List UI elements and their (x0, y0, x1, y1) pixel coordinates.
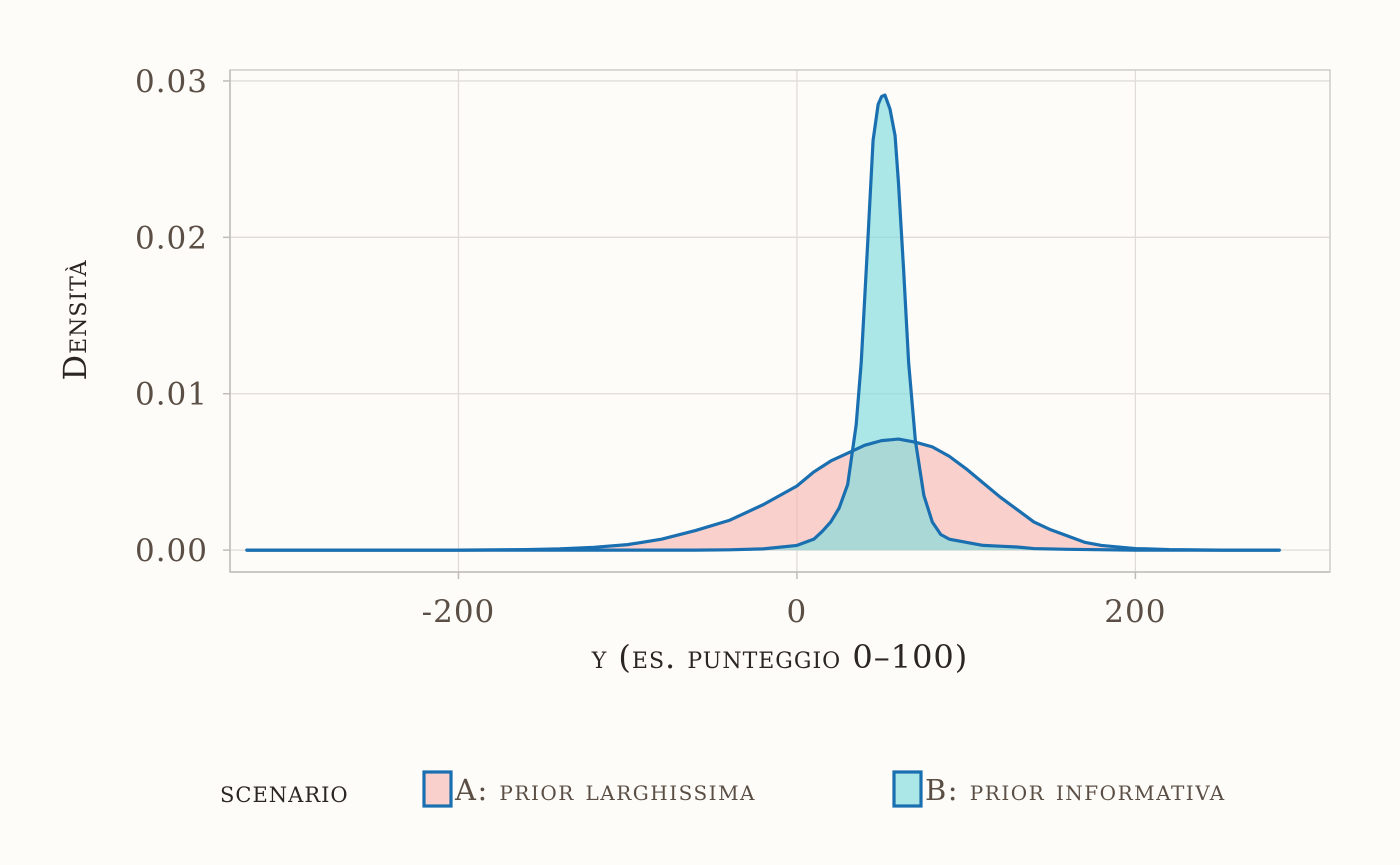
legend-key-swatch (422, 770, 453, 808)
legend-item-a: A: prior larghissima (422, 770, 756, 808)
legend-label: B: prior informativa (925, 773, 1226, 807)
legend-items: A: prior larghissima B: prior informativa (422, 770, 1226, 808)
density-series (245, 93, 1281, 552)
y-tick-label: 0.02 (135, 220, 208, 256)
legend-label: A: prior larghissima (454, 773, 756, 807)
x-tick-label: 0 (787, 594, 808, 630)
legend-key-swatch (892, 770, 923, 808)
density-line-b (245, 93, 1281, 552)
x-tick-label: -200 (422, 594, 496, 630)
density-line-a (245, 437, 1281, 552)
y-tick-label: 0.03 (135, 64, 208, 100)
y-tick-label: 0.01 (135, 377, 208, 413)
y-tick-label: 0.00 (135, 533, 208, 569)
axes: -200 0 200 0.00 0.01 0.02 0.03 (135, 64, 1330, 630)
legend: scenario A: prior larghissima B: prior in… (220, 770, 1226, 810)
x-axis-title: y (es. punteggio 0–100) (591, 638, 969, 676)
legend-title: scenario (220, 775, 349, 810)
y-axis-title: Densità (56, 259, 94, 380)
legend-item-b: B: prior informativa (892, 770, 1226, 808)
x-tick-label: 200 (1104, 594, 1166, 630)
density-area-a (246, 439, 1280, 551)
density-area-b (246, 95, 1280, 551)
